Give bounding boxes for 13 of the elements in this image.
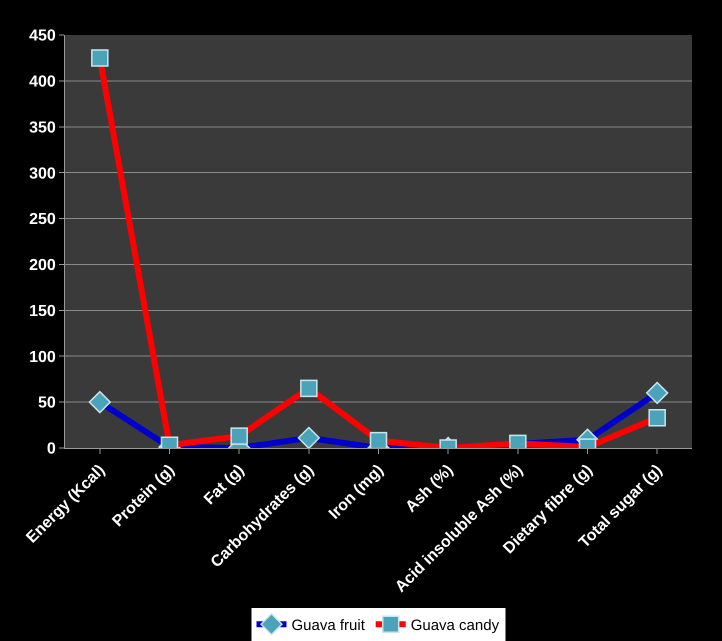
- y-tick-label: 400: [29, 73, 56, 90]
- y-tick-label: 450: [29, 28, 56, 45]
- y-tick-label: 100: [29, 348, 56, 366]
- legend-label: Guava fruit: [292, 617, 366, 634]
- y-tick-label: 350: [29, 119, 56, 136]
- x-tick-label: Ash (%): [402, 462, 457, 516]
- legend-label: Guava candy: [410, 617, 500, 634]
- y-tick-label: 50: [38, 394, 56, 412]
- y-tick-label: 0: [46, 440, 56, 458]
- y-tick-label: 250: [29, 211, 56, 228]
- y-tick-label: 300: [29, 165, 56, 182]
- y-tick-label: 200: [29, 257, 56, 274]
- y-tick-label: 150: [29, 302, 56, 320]
